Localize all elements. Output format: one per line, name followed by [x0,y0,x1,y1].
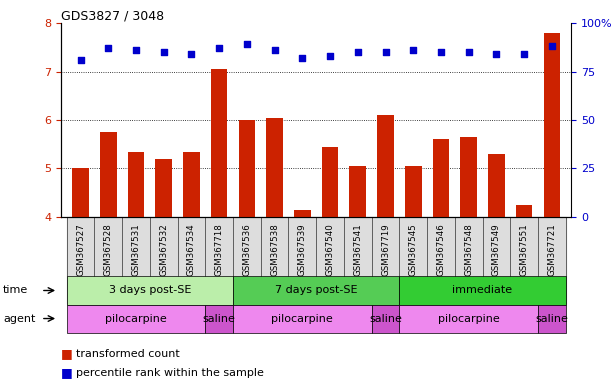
Bar [261,217,288,304]
Point [76,57,86,63]
Bar [433,139,449,217]
Point [269,47,279,53]
Text: saline: saline [535,313,568,324]
Bar [349,166,366,217]
Bar [488,154,505,217]
Bar [67,217,94,304]
Point [186,51,196,57]
Bar [427,217,455,304]
Bar [128,152,144,217]
Bar [405,166,422,217]
Text: agent: agent [3,313,35,324]
Bar [400,217,427,304]
Bar [238,120,255,217]
Bar [316,217,344,304]
Point [547,43,557,50]
Bar [178,217,205,304]
Bar [155,159,172,217]
Text: transformed count: transformed count [76,349,180,359]
Text: pilocarpine: pilocarpine [438,313,500,324]
Text: percentile rank within the sample: percentile rank within the sample [76,368,264,378]
Bar [371,217,400,304]
Text: pilocarpine: pilocarpine [271,313,333,324]
Text: pilocarpine: pilocarpine [105,313,167,324]
Bar [538,217,566,304]
Bar [205,217,233,304]
Bar [211,69,227,217]
Text: GDS3827 / 3048: GDS3827 / 3048 [61,10,164,23]
Bar [455,217,483,304]
Text: ■: ■ [61,366,73,379]
Point [491,51,501,57]
Point [103,45,113,51]
Bar [288,217,316,304]
Bar [344,217,371,304]
Bar [94,217,122,304]
Point [464,49,474,55]
Point [436,49,446,55]
Bar [460,137,477,217]
Bar [266,118,283,217]
Bar [72,169,89,217]
Bar [322,147,338,217]
Bar [510,217,538,304]
Text: immediate: immediate [453,285,513,296]
Point [298,55,307,61]
Point [242,41,252,48]
Point [408,47,418,53]
Point [131,47,141,53]
Point [519,51,529,57]
Point [325,53,335,59]
Point [353,49,363,55]
Bar [544,33,560,217]
Text: 7 days post-SE: 7 days post-SE [275,285,357,296]
Text: saline: saline [369,313,402,324]
Text: 3 days post-SE: 3 days post-SE [109,285,191,296]
Bar [183,152,200,217]
Bar [233,217,261,304]
Bar [483,217,510,304]
Bar [377,115,394,217]
Bar [150,217,178,304]
Bar [516,205,532,217]
Point [381,49,390,55]
Point [214,45,224,51]
Bar [100,132,117,217]
Bar [294,210,310,217]
Bar [122,217,150,304]
Text: ■: ■ [61,347,73,360]
Text: time: time [3,285,28,296]
Point [159,49,169,55]
Text: saline: saline [203,313,236,324]
